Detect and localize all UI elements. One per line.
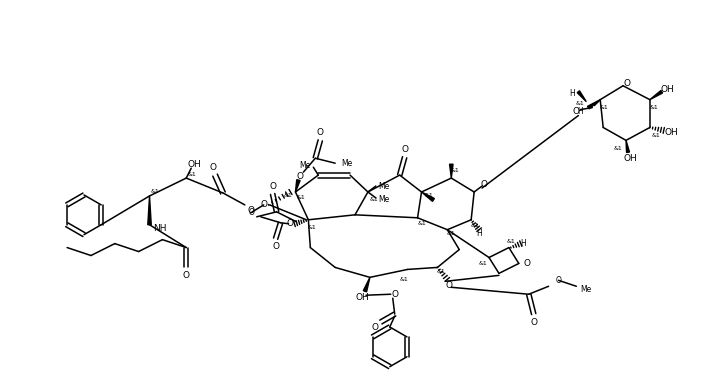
Text: &1: &1 <box>417 221 426 226</box>
Polygon shape <box>577 91 586 102</box>
Text: O: O <box>371 323 378 332</box>
Text: &1: &1 <box>614 146 623 151</box>
Text: O: O <box>391 290 398 299</box>
Text: &1: &1 <box>308 225 317 230</box>
Text: &1: &1 <box>425 193 434 198</box>
Text: O: O <box>249 208 255 217</box>
Text: &1: &1 <box>651 133 660 138</box>
Text: Me: Me <box>378 182 389 190</box>
Polygon shape <box>650 90 663 100</box>
Text: OH: OH <box>665 128 678 137</box>
Polygon shape <box>626 140 630 152</box>
Text: OH: OH <box>355 293 369 302</box>
Text: OH: OH <box>661 85 675 94</box>
Polygon shape <box>296 180 300 192</box>
Text: &1: &1 <box>478 261 488 266</box>
Text: &1: &1 <box>151 190 160 195</box>
Text: O: O <box>210 163 216 172</box>
Text: &1: &1 <box>600 105 608 110</box>
Text: OH: OH <box>187 160 201 169</box>
Text: O: O <box>531 318 537 326</box>
Text: &1: &1 <box>471 223 480 228</box>
Text: O: O <box>287 219 294 228</box>
Text: &1: &1 <box>399 277 408 282</box>
Text: O: O <box>272 242 279 251</box>
Text: O: O <box>623 79 630 88</box>
Text: &1: &1 <box>283 193 292 198</box>
Text: &1: &1 <box>437 269 446 274</box>
Text: &1: &1 <box>650 105 658 110</box>
Text: Me: Me <box>299 161 311 170</box>
Polygon shape <box>450 164 453 178</box>
Text: Me: Me <box>378 195 389 204</box>
Text: O: O <box>555 276 561 285</box>
Text: Me: Me <box>580 285 592 294</box>
Text: O: O <box>481 179 488 188</box>
Text: O: O <box>401 145 408 154</box>
Text: O: O <box>260 200 267 209</box>
Text: H: H <box>520 239 526 248</box>
Text: O: O <box>183 271 190 280</box>
Text: &1: &1 <box>297 195 306 200</box>
Text: &1: &1 <box>188 172 196 177</box>
Polygon shape <box>421 192 434 201</box>
Text: O: O <box>269 182 276 190</box>
Text: &1: &1 <box>370 198 378 203</box>
Text: OH: OH <box>623 154 637 163</box>
Text: O: O <box>317 128 323 137</box>
Text: NH: NH <box>153 224 166 233</box>
Text: &1: &1 <box>451 168 460 173</box>
Text: &1: &1 <box>447 231 456 236</box>
Text: O: O <box>297 172 304 180</box>
Text: H: H <box>476 229 482 238</box>
Text: H: H <box>578 107 583 116</box>
Text: Me: Me <box>341 159 353 168</box>
Text: O: O <box>247 206 254 215</box>
Text: &1: &1 <box>506 239 516 244</box>
Text: O: O <box>573 107 580 116</box>
Text: O: O <box>446 281 453 290</box>
Polygon shape <box>363 277 370 292</box>
Polygon shape <box>588 100 600 109</box>
Text: H: H <box>570 89 575 98</box>
Polygon shape <box>148 196 151 225</box>
Text: O: O <box>523 259 531 268</box>
Text: &1: &1 <box>576 101 585 106</box>
